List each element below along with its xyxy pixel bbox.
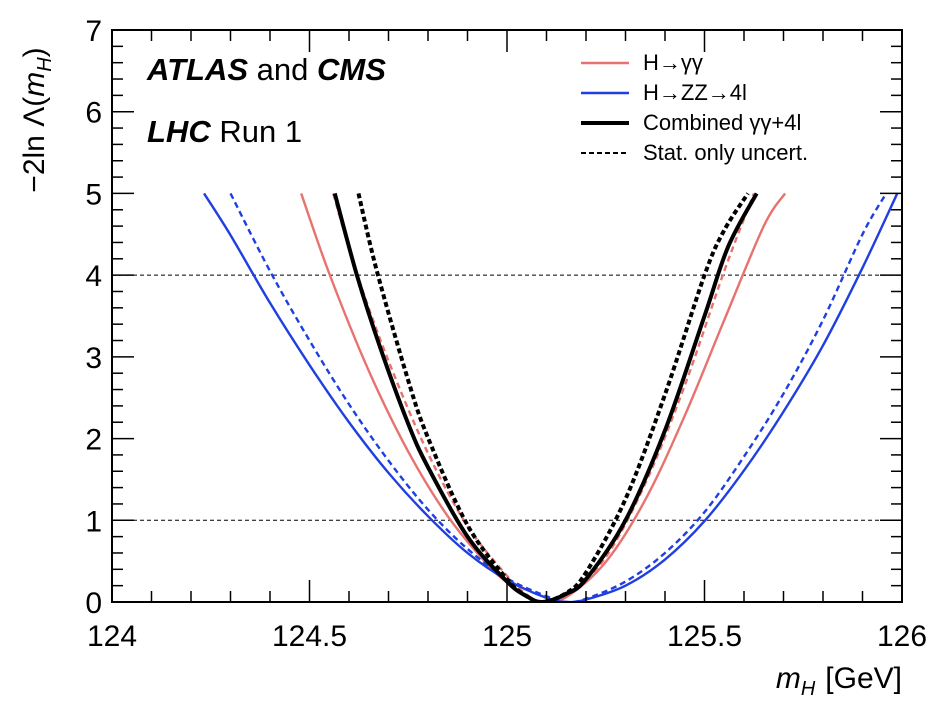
legend-label-3: Stat. only uncert.	[643, 140, 808, 165]
x-tick-label: 125.5	[667, 620, 742, 653]
y-tick-label: 7	[85, 15, 102, 48]
axis-ticks	[111, 29, 903, 603]
tick-labels: 124 124.5 125 125.5 126 0 1 2 3 4 5 6 7	[85, 15, 927, 653]
x-tick-label: 126	[877, 620, 927, 653]
y-tick-label: 3	[85, 342, 102, 375]
x-tick-label: 124.5	[272, 620, 347, 653]
y-axis-title: −2ln Λ(mH)	[18, 47, 56, 192]
y-tick-label: 0	[85, 587, 102, 620]
reference-lines	[112, 274, 902, 521]
x-tick-label: 124	[87, 620, 137, 653]
legend: H→γγ H→ZZ→4l Combined γγ+4l Stat. only unce…	[581, 50, 808, 165]
x-tick-label: 125	[482, 620, 532, 653]
x-axis-title: mH [GeV]	[776, 662, 902, 700]
y-tick-label: 2	[85, 424, 102, 457]
legend-label-2: Combined γγ+4l	[643, 110, 801, 135]
y-tick-label: 5	[85, 178, 102, 211]
series-line-2	[203, 192, 899, 602]
series-line-3	[229, 192, 888, 602]
y-tick-label: 4	[85, 260, 102, 293]
run-label: LHC Run 1	[147, 114, 302, 149]
legend-label-0: H→γγ	[643, 50, 703, 75]
experiment-label: ATLAS and CMS	[146, 52, 386, 87]
y-tick-label: 1	[85, 505, 102, 538]
series-layer	[203, 192, 899, 602]
y-tick-label: 6	[85, 97, 102, 130]
legend-label-1: H→ZZ→4l	[643, 80, 747, 105]
series-line-5	[356, 192, 750, 602]
